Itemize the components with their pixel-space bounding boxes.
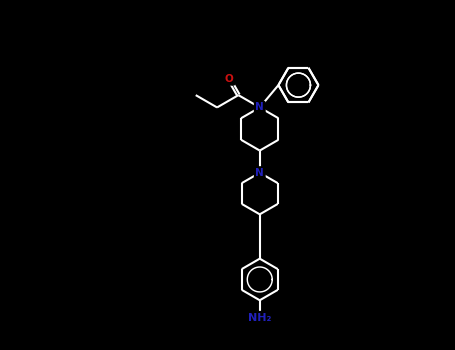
- Text: N: N: [255, 168, 264, 178]
- Text: O: O: [225, 74, 233, 84]
- Text: N: N: [255, 103, 264, 112]
- Text: NH₂: NH₂: [248, 313, 272, 322]
